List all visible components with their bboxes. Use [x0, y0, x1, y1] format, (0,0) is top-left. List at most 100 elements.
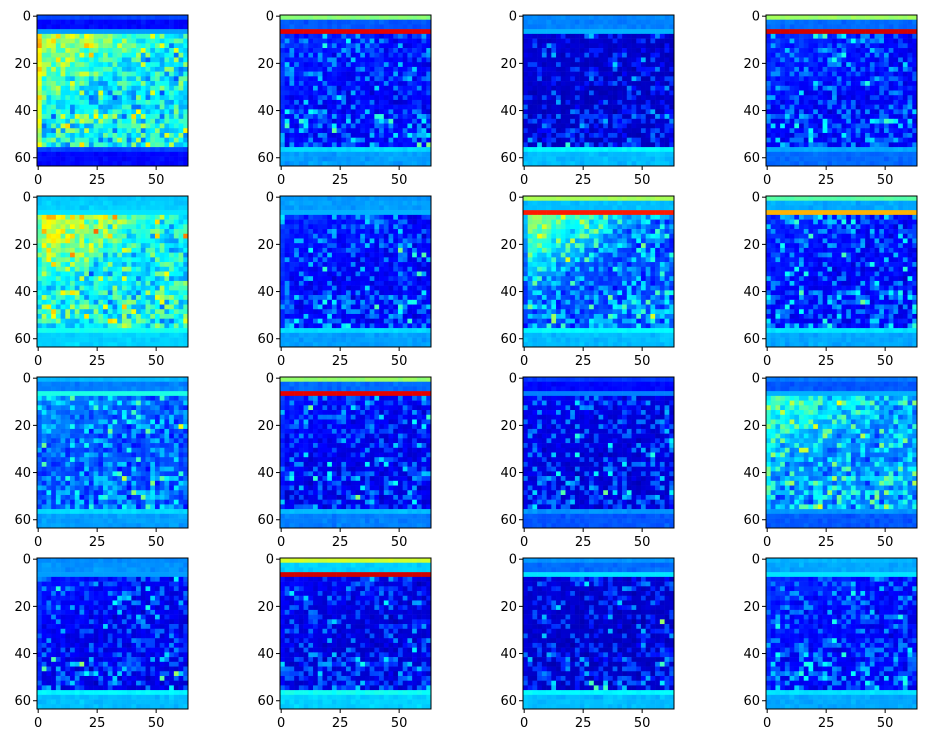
axes-frame [522, 195, 675, 348]
y-tick-label: 40 [257, 466, 274, 481]
heatmap-image [280, 558, 431, 709]
subplot-3: 0 25 50 0 20 40 60 [500, 10, 675, 188]
y-tick-label: 20 [14, 238, 31, 253]
y-tick-label: 40 [14, 285, 31, 300]
subplot-13: 0 25 50 0 20 40 60 [14, 553, 189, 731]
y-tick-label: 60 [257, 513, 274, 528]
y-tick-label: 20 [257, 600, 274, 615]
subplot-14: 0 25 50 0 20 40 60 [257, 553, 432, 731]
y-tick-label: 40 [14, 647, 31, 662]
y-tick-label: 0 [23, 553, 31, 568]
axes-frame [36, 14, 189, 167]
heatmap-image [523, 558, 674, 709]
y-tick-label: 0 [752, 553, 760, 568]
x-tick-label: 0 [277, 173, 285, 188]
x-tick-label: 25 [818, 354, 835, 369]
axes-frame [765, 376, 918, 529]
heatmap-image [280, 196, 431, 347]
axes-frame [765, 195, 918, 348]
x-tick-label: 25 [818, 173, 835, 188]
axes-frame [36, 557, 189, 710]
x-tick-label: 0 [34, 354, 42, 369]
y-tick-label: 0 [266, 372, 274, 387]
x-tick-label: 0 [34, 173, 42, 188]
y-tick-label: 20 [257, 57, 274, 72]
y-tick-label: 40 [14, 466, 31, 481]
subplot-5: 0 25 50 0 20 40 60 [14, 191, 189, 369]
x-tick-label: 25 [575, 716, 592, 731]
y-tick-label: 40 [743, 466, 760, 481]
x-tick-label: 25 [575, 173, 592, 188]
subplot-12: 0 25 50 0 20 40 60 [743, 372, 918, 550]
heatmap-image [766, 377, 917, 528]
y-tick-label: 0 [509, 372, 517, 387]
subplot-4: 0 25 50 0 20 40 60 [743, 10, 918, 188]
y-tick-label: 40 [743, 285, 760, 300]
y-tick-label: 60 [500, 694, 517, 709]
heatmap-image [37, 377, 188, 528]
y-tick-label: 20 [500, 419, 517, 434]
x-tick-label: 0 [277, 354, 285, 369]
y-tick-label: 20 [14, 57, 31, 72]
x-tick-label: 0 [34, 716, 42, 731]
heatmap-image [766, 558, 917, 709]
y-tick-label: 40 [257, 104, 274, 119]
axes-frame [765, 557, 918, 710]
y-tick-label: 40 [257, 285, 274, 300]
y-tick-label: 0 [266, 10, 274, 25]
axes-frame [765, 14, 918, 167]
x-tick-label: 25 [575, 535, 592, 550]
x-tick-label: 0 [763, 173, 771, 188]
axes-frame [279, 376, 432, 529]
x-tick-label: 50 [148, 535, 165, 550]
y-tick-label: 40 [500, 104, 517, 119]
x-tick-label: 50 [877, 535, 894, 550]
y-tick-label: 60 [743, 513, 760, 528]
y-tick-label: 60 [257, 332, 274, 347]
subplot-8: 0 25 50 0 20 40 60 [743, 191, 918, 369]
x-tick-label: 0 [277, 716, 285, 731]
x-tick-label: 50 [391, 354, 408, 369]
x-tick-label: 50 [634, 716, 651, 731]
x-tick-label: 50 [877, 716, 894, 731]
heatmap-image [523, 377, 674, 528]
y-tick-label: 20 [14, 600, 31, 615]
y-tick-label: 0 [509, 10, 517, 25]
heatmap-image [523, 15, 674, 166]
y-tick-label: 40 [743, 647, 760, 662]
x-tick-label: 25 [332, 535, 349, 550]
x-tick-label: 0 [520, 535, 528, 550]
y-tick-label: 20 [500, 238, 517, 253]
x-tick-label: 0 [34, 535, 42, 550]
subplot-10: 0 25 50 0 20 40 60 [257, 372, 432, 550]
subplot-2: 0 25 50 0 20 40 60 [257, 10, 432, 188]
y-tick-label: 60 [14, 332, 31, 347]
y-tick-label: 60 [14, 513, 31, 528]
y-tick-label: 0 [266, 191, 274, 206]
y-tick-label: 60 [500, 151, 517, 166]
x-tick-label: 25 [332, 173, 349, 188]
heatmap-image [523, 196, 674, 347]
x-tick-label: 25 [575, 354, 592, 369]
x-tick-label: 50 [391, 173, 408, 188]
y-tick-label: 40 [257, 647, 274, 662]
axes-frame [522, 557, 675, 710]
y-tick-label: 40 [743, 104, 760, 119]
axes-frame [36, 195, 189, 348]
subplot-1: 0 25 50 0 20 40 60 [14, 10, 189, 188]
y-tick-label: 60 [257, 694, 274, 709]
y-tick-label: 20 [743, 57, 760, 72]
subplot-16: 0 25 50 0 20 40 60 [743, 553, 918, 731]
y-tick-label: 60 [743, 151, 760, 166]
y-tick-label: 40 [500, 285, 517, 300]
subplot-7: 0 25 50 0 20 40 60 [500, 191, 675, 369]
x-tick-label: 25 [89, 716, 106, 731]
y-tick-label: 20 [500, 600, 517, 615]
y-tick-label: 40 [500, 647, 517, 662]
x-tick-label: 50 [877, 354, 894, 369]
heatmap-image [37, 15, 188, 166]
y-tick-label: 60 [743, 694, 760, 709]
x-tick-label: 0 [277, 535, 285, 550]
